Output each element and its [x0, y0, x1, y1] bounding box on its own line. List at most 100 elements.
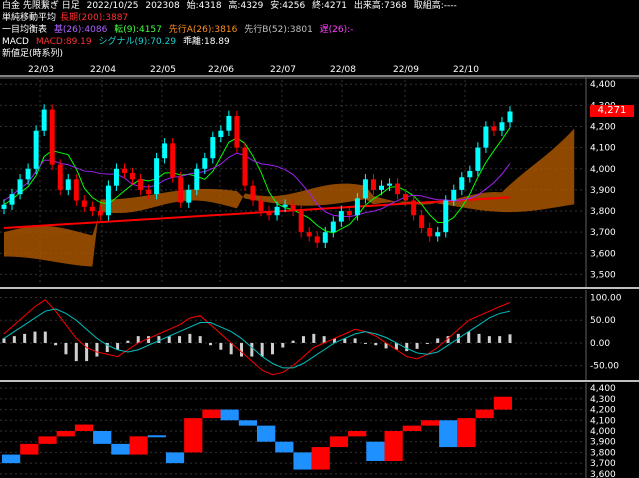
ma-long-label: 長期(200):	[60, 13, 106, 23]
y-tick-label: 4,100	[590, 144, 616, 154]
macd-hist-bar	[219, 342, 223, 350]
candle-body	[322, 232, 328, 243]
macd-hist-bar	[446, 336, 450, 343]
new-price-brick	[147, 435, 166, 438]
candle-body	[49, 109, 55, 165]
date-label: 2022/10/25	[86, 1, 139, 11]
candle-body	[113, 168, 119, 186]
ichimoku-lagging: 遅(26):-	[319, 25, 354, 35]
macd-hist-bar	[33, 331, 37, 343]
macd-hist-bar	[498, 336, 502, 343]
candle-body	[218, 130, 224, 138]
macd-hist-bar	[126, 340, 130, 343]
macd-hist-bar	[363, 342, 367, 344]
macd-hist-bar	[43, 331, 47, 343]
y-tick-label: 4,400	[590, 80, 616, 90]
ichimoku-leading-a: 先行A(26):3816	[168, 25, 238, 35]
x-tick-label: 22/10	[453, 65, 479, 75]
macd-hist-bar	[157, 336, 161, 343]
new-price-brick	[74, 424, 94, 431]
candle-body	[491, 126, 497, 131]
macd-hist-bar	[270, 342, 274, 355]
candle-body	[1, 204, 7, 209]
price-panel: 22/03 22/04 22/05 22/06 22/07 22/08 22/09 22/10…	[0, 65, 639, 288]
candle-body	[298, 211, 304, 233]
hist-value: 乖離:18.89	[182, 37, 230, 47]
candle-body	[130, 172, 136, 180]
new-price-brick	[20, 443, 39, 455]
symbol-label: 白金 先限繋ぎ 日足	[2, 1, 80, 11]
macd-hist-bar	[291, 340, 295, 343]
y-tick-label: 4,000	[590, 427, 616, 437]
macd-hist-bar	[209, 342, 213, 346]
candle-body	[9, 194, 15, 205]
ichimoku-label: 一目均衡表	[2, 25, 48, 35]
new-price-brick	[38, 436, 57, 444]
candle-body	[65, 179, 71, 190]
ichimoku-base: 基(26):4086	[53, 25, 108, 35]
new-price-brick	[165, 452, 185, 464]
candle-body	[395, 183, 401, 195]
x-tick-label: 22/06	[208, 65, 234, 75]
y-tick-label: 3,700	[590, 459, 616, 469]
candle-body	[314, 236, 320, 243]
macd-hist-bar	[95, 342, 99, 357]
x-tick-label: 22/07	[270, 65, 296, 75]
new-price-brick	[420, 420, 440, 426]
candle-body	[378, 185, 384, 190]
candle-body	[178, 177, 184, 203]
candle-body	[33, 130, 39, 169]
macd-hist-bar	[343, 338, 347, 343]
candle-body	[105, 185, 111, 216]
y-tick-label: -50.00	[590, 362, 619, 372]
macd-value: MACD:89.19	[35, 37, 92, 47]
macd-hist-bar	[415, 342, 419, 349]
candle-body	[154, 158, 160, 195]
base-line	[3, 152, 511, 218]
candle-body	[250, 185, 256, 201]
candle-body	[403, 194, 409, 201]
candle-body	[89, 206, 95, 212]
candle-body	[41, 109, 47, 131]
new-price-brick	[493, 396, 512, 410]
macd-hist-bar	[74, 342, 78, 362]
candle-body	[435, 232, 441, 237]
new-price-brick	[129, 436, 148, 455]
candle-body	[242, 147, 248, 186]
macd-hist-bar	[147, 336, 151, 343]
macd-legend: MACD MACD:89.19 シグナル(9):70.29 乖離:18.89	[2, 37, 234, 48]
candle-body	[57, 164, 63, 190]
candle-body	[427, 227, 433, 237]
macd-hist-bar	[374, 342, 378, 346]
ichimoku-legend: 一目均衡表 基(26):4086 転(9):4157 先行A(26):3816 …	[2, 25, 357, 36]
macd-label: MACD	[2, 37, 29, 47]
macd-hist-bar	[85, 342, 89, 362]
new-price-brick	[293, 452, 312, 470]
shin-legend: 新値足(時系列)	[2, 49, 67, 60]
y-tick-label: 100.00	[590, 294, 622, 304]
new-price-brick	[402, 425, 421, 431]
candle-body	[507, 111, 513, 123]
candle-body	[467, 170, 473, 178]
y-tick-label: 4,000	[590, 165, 616, 175]
y-tick-label: 3,500	[590, 270, 616, 280]
signal-value: シグナル(9):70.29	[98, 37, 177, 47]
new-price-brick	[93, 431, 112, 444]
y-tick-label: 4,300	[590, 395, 616, 405]
macd-hist-bar	[394, 342, 398, 350]
candle-body	[362, 179, 368, 199]
macd-panel: 100.00 50.00 0.00 -50.00	[0, 290, 622, 380]
new-price-brick	[439, 420, 458, 448]
conversion-line	[3, 127, 511, 234]
macd-hist-bar	[2, 338, 6, 343]
open-interest-value: 取組高:----	[413, 1, 457, 11]
macd-hist-bar	[136, 336, 140, 343]
ma-long-value: 3887	[105, 13, 129, 23]
candle-body	[97, 211, 103, 216]
ma-legend: 単純移動平均 長期(200):3887	[2, 13, 132, 24]
macd-hist-bar	[436, 338, 440, 343]
macd-hist-bar	[312, 333, 316, 343]
candle-body	[354, 198, 360, 216]
new-price-brick	[111, 443, 130, 455]
macd-hist-bar	[353, 338, 357, 343]
